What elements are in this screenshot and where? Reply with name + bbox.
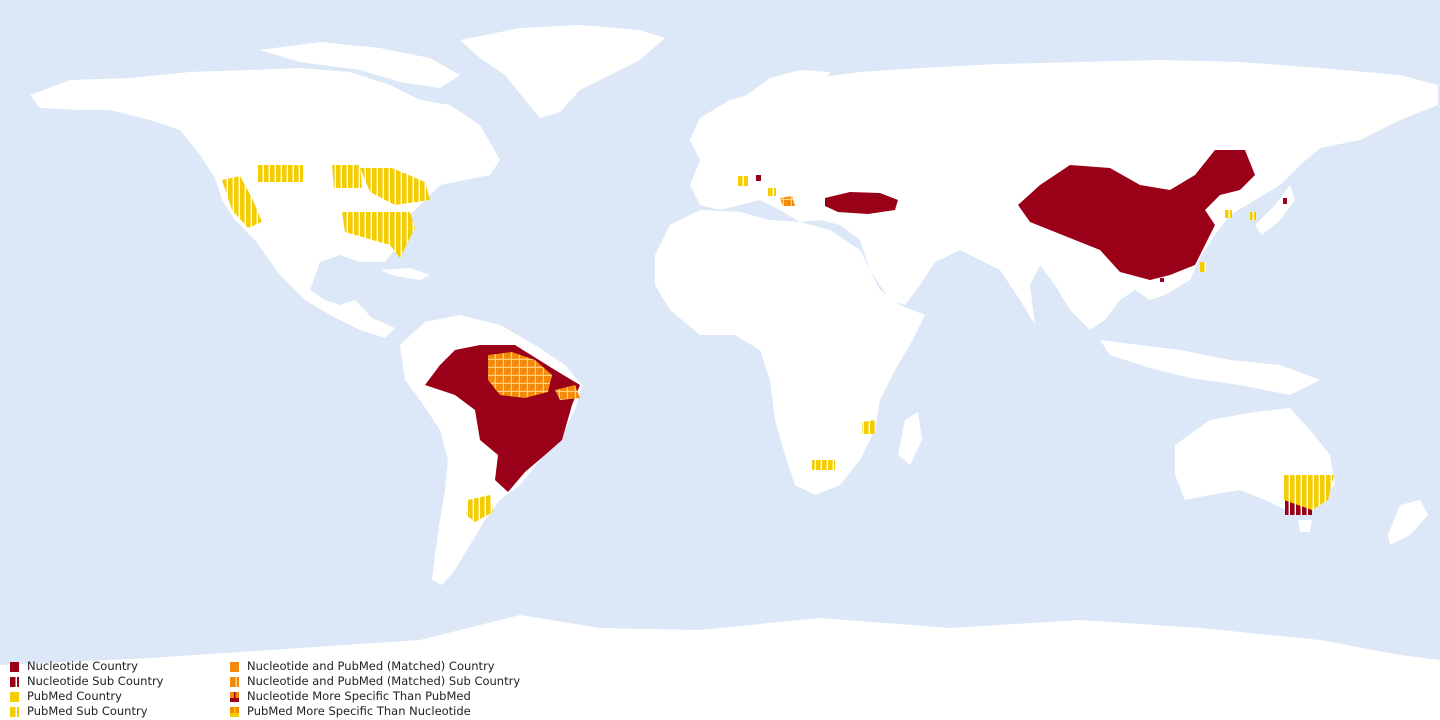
southeast-region (342, 212, 415, 258)
northeast-brazil-matched-region (555, 385, 580, 400)
new-zealand-land (1388, 500, 1428, 545)
midwest-region (332, 165, 362, 188)
greece-matched-region (780, 196, 795, 206)
legend-label: Nucleotide Country (27, 659, 138, 673)
matched-sub-country-regions (488, 196, 795, 400)
mountain-west-region (258, 165, 303, 182)
pubmed-sub-country-swatch (10, 706, 19, 717)
madagascar-land (898, 412, 922, 465)
california-region (222, 176, 262, 228)
hongkong-nucleotide-marker (1160, 278, 1164, 282)
turkey-region (825, 192, 898, 214)
japan-region (1250, 212, 1256, 220)
legend-pubmed-more-specific: PubMed More Specific Than Nucleotide (230, 704, 471, 719)
korea-region (1225, 210, 1232, 218)
legend-pubmed-country: PubMed Country (10, 689, 122, 704)
antarctica-land (0, 615, 1440, 720)
legend-matched-sub-country: Nucleotide and PubMed (Matched) Sub Coun… (230, 674, 520, 689)
matched-country-swatch (230, 661, 239, 672)
legend-label: PubMed Sub Country (27, 704, 148, 718)
italy-north-region (738, 176, 748, 186)
japan-nucleotide-marker (1283, 198, 1287, 204)
legend-label: PubMed More Specific Than Nucleotide (247, 704, 471, 718)
greenland-land (460, 25, 665, 118)
italy-nucleotide-marker (756, 175, 761, 181)
legend-label: Nucleotide and PubMed (Matched) Country (247, 659, 495, 673)
africa-land (655, 210, 925, 495)
legend-pubmed-sub-country: PubMed Sub Country (10, 704, 148, 719)
matched-sub-country-swatch (230, 676, 239, 687)
south-africa-region (812, 460, 835, 470)
cuba-land (380, 268, 430, 280)
northeast-region (360, 168, 430, 205)
sea-islands-land (1100, 340, 1320, 395)
legend-label: Nucleotide More Specific Than PubMed (247, 689, 471, 703)
amazon-matched-region (488, 352, 552, 398)
scandinavia-land (740, 70, 830, 140)
legend-nucleotide-country: Nucleotide Country (10, 659, 138, 674)
north-america-land (30, 68, 500, 338)
pubmed-country-swatch (10, 691, 19, 702)
arctic-islands-land (260, 42, 460, 88)
british-isles-land (698, 125, 720, 160)
pubmed-sub-country-regions (222, 165, 1334, 522)
mozambique-region (862, 420, 876, 434)
italy-south-region (768, 188, 776, 196)
small-nucleotide-markers (756, 175, 1287, 282)
legend-label: Nucleotide and PubMed (Matched) Sub Coun… (247, 674, 521, 688)
tasmania-land (1298, 520, 1312, 532)
legend-label: PubMed Country (27, 689, 122, 703)
nucleotide-sub-country-swatch (10, 676, 19, 687)
nsw-region (1284, 475, 1334, 510)
uruguay-south-brazil-region (466, 495, 493, 522)
japan-land (1255, 185, 1295, 235)
legend-label: Nucleotide Sub Country (27, 674, 164, 688)
legend-matched-country: Nucleotide and PubMed (Matched) Country (230, 659, 495, 674)
nucleotide-more-specific-swatch (230, 691, 239, 702)
china-region (1018, 150, 1255, 280)
legend-nucleotide-sub-country: Nucleotide Sub Country (10, 674, 163, 689)
nucleotide-country-swatch (10, 661, 19, 672)
pubmed-more-specific-swatch (230, 706, 239, 717)
legend-nucleotide-more-specific: Nucleotide More Specific Than PubMed (230, 689, 471, 704)
taiwan-region (1200, 262, 1206, 272)
